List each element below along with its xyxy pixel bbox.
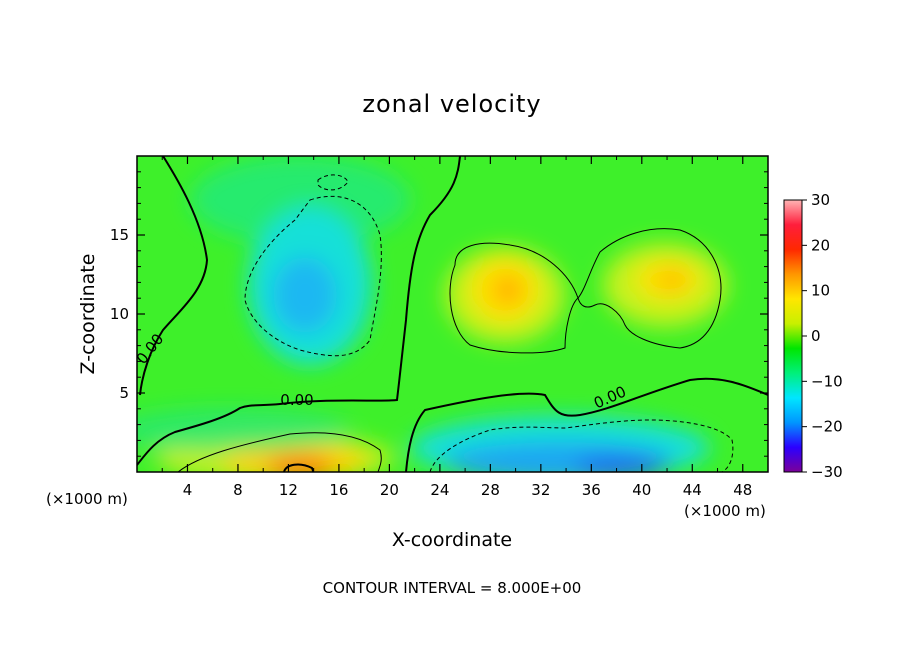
field-blob — [575, 454, 665, 472]
negative-contour-lower — [429, 419, 734, 472]
y-tick-label: 15 — [110, 226, 129, 244]
colorbar-tick-label: 10 — [811, 282, 830, 300]
positive-contour-right — [577, 228, 722, 349]
chart-title: zonal velocity — [362, 90, 541, 118]
y-tick-label: 10 — [110, 305, 129, 323]
y-axis-label: Z-coordinate — [77, 254, 99, 375]
x-tick-label: 4 — [183, 481, 193, 499]
contour-label: 0.00 — [280, 391, 313, 409]
heatmap-field: 0.00 0.00 0.00 — [137, 156, 768, 472]
field-blob — [494, 276, 522, 304]
colorbar: 30 20 10 0 −10 −20 −30 — [783, 191, 843, 481]
zero-contour-left — [139, 156, 209, 396]
colorbar-tick-label: 30 — [811, 191, 830, 209]
x-unit-left: (×1000 m) — [46, 490, 128, 508]
colorbar-ticks: 30 20 10 0 −10 −20 −30 — [802, 191, 843, 481]
field-blob — [266, 456, 334, 472]
colorbar-tick-label: 20 — [811, 236, 830, 254]
x-tick-label: 28 — [481, 481, 500, 499]
x-tick-label: 8 — [233, 481, 243, 499]
field-blob — [190, 156, 410, 245]
x-tick-label: 32 — [531, 481, 550, 499]
positive-contour-left — [177, 432, 382, 472]
colorbar-gradient — [783, 199, 803, 473]
contour-lines — [137, 156, 768, 472]
x-axis-label: X-coordinate — [392, 529, 512, 551]
colorbar-tick-label: −30 — [811, 463, 843, 481]
x-tick-label: 16 — [329, 481, 348, 499]
x-tick-label: 48 — [733, 481, 752, 499]
y-axis-ticks: 5 10 15 — [110, 171, 768, 457]
x-tick-label: 44 — [683, 481, 702, 499]
x-tick-label: 12 — [279, 481, 298, 499]
x-unit-right: (×1000 m) — [684, 502, 766, 520]
x-axis-ticks: 4 8 12 16 20 24 28 32 36 40 44 48 — [161, 156, 752, 499]
colorbar-tick-label: 0 — [811, 327, 821, 345]
field-blob — [137, 408, 350, 452]
colorbar-tick-label: −20 — [811, 418, 843, 436]
zero-contour-lower — [405, 377, 768, 472]
x-tick-label: 40 — [632, 481, 651, 499]
x-tick-label: 20 — [380, 481, 399, 499]
zero-contour-main — [137, 156, 461, 466]
field-blob — [660, 272, 684, 288]
x-tick-label: 24 — [430, 481, 449, 499]
positive-contour-center — [449, 242, 579, 354]
field-blob — [273, 257, 337, 333]
contour-interval-note: CONTOUR INTERVAL = 8.000E+00 — [323, 579, 582, 597]
colorbar-tick-label: −10 — [811, 372, 843, 390]
y-tick-label: 5 — [119, 384, 129, 402]
x-tick-label: 36 — [582, 481, 601, 499]
